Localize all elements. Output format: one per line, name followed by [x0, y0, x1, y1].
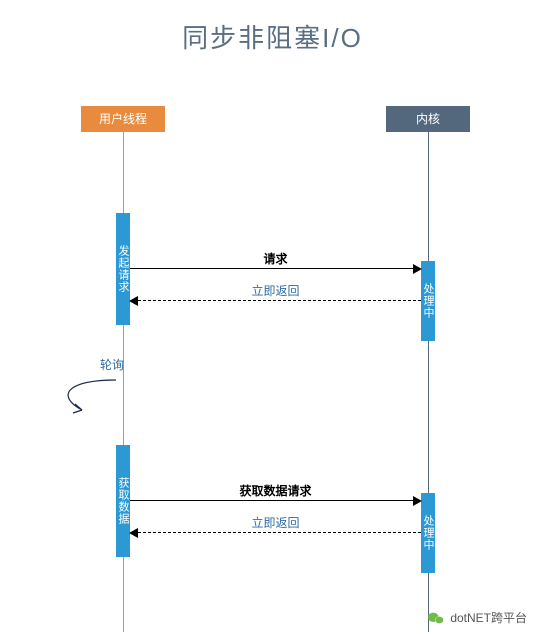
participant-user: 用户线程 — [81, 106, 165, 132]
activation-kernel-1: 处理中 — [421, 261, 435, 341]
message-request-arrow — [130, 268, 413, 269]
message-return1-label: 立即返回 — [130, 282, 421, 299]
self-loop-curve — [56, 378, 136, 434]
participant-kernel: 内核 — [386, 106, 470, 132]
message-return2-arrow — [138, 532, 421, 533]
message-return1-arrow — [138, 300, 421, 301]
message-getdata-label: 获取数据请求 — [130, 482, 421, 499]
message-return2-arrowhead — [129, 528, 138, 538]
footer: dotNET跨平台 — [428, 609, 527, 626]
activation-user-2: 获取数据 — [116, 445, 130, 557]
message-getdata-arrowhead — [413, 496, 422, 506]
wechat-icon — [428, 611, 444, 625]
footer-text: dotNET跨平台 — [450, 609, 527, 626]
self-loop-label: 轮询 — [100, 356, 124, 373]
message-return2-label: 立即返回 — [130, 514, 421, 531]
message-request-label: 请求 — [130, 250, 421, 267]
activation-user-1: 发起请求 — [116, 213, 130, 325]
diagram-title: 同步非阻塞I/O — [0, 18, 545, 55]
message-return1-arrowhead — [129, 296, 138, 306]
message-getdata-arrow — [130, 500, 413, 501]
message-request-arrowhead — [413, 264, 422, 274]
activation-kernel-2: 处理中 — [421, 493, 435, 573]
